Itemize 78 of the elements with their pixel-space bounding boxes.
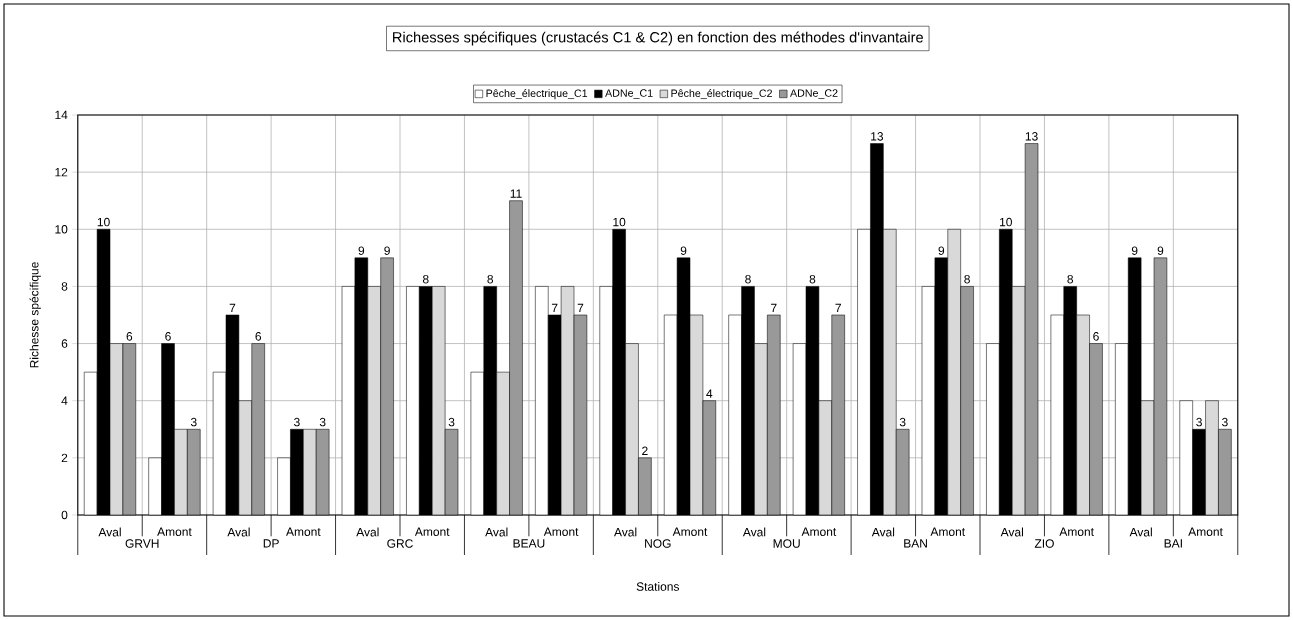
data-label: 3 bbox=[448, 417, 455, 427]
x-tick-label: Aval bbox=[485, 527, 508, 537]
data-label: 3 bbox=[899, 417, 906, 427]
data-label: 7 bbox=[229, 303, 236, 313]
data-label: 9 bbox=[1131, 246, 1138, 255]
data-label: 6 bbox=[165, 332, 171, 341]
text: BAI bbox=[1164, 539, 1182, 548]
data-label: 9 bbox=[358, 246, 365, 255]
y-axis-title: Richesse spécifique bbox=[29, 262, 41, 368]
x-tick-label: Aval bbox=[871, 527, 895, 537]
text: MOU bbox=[773, 539, 800, 548]
data-label: 10 bbox=[613, 217, 626, 227]
data-label: 10 bbox=[1000, 217, 1012, 227]
data-label: 8 bbox=[487, 274, 494, 284]
legend-label: ADNe_C2 bbox=[790, 89, 838, 99]
text: BEAU bbox=[513, 539, 545, 548]
x-tick-label: Aval bbox=[1129, 527, 1152, 537]
legend-label: ADNe_C1 bbox=[605, 89, 653, 99]
text: NOG bbox=[645, 539, 671, 548]
y-tick-label: 0 bbox=[61, 510, 68, 520]
data-label: 3 bbox=[319, 417, 326, 427]
data-label: 8 bbox=[745, 274, 751, 284]
data-label: 7 bbox=[835, 303, 841, 313]
x-tick-label: Aval bbox=[1000, 527, 1023, 537]
y-tick-label: 6 bbox=[61, 339, 68, 348]
x-tick-label: Amont bbox=[157, 527, 192, 536]
data-label: 8 bbox=[422, 274, 429, 284]
text: BAN bbox=[904, 539, 927, 548]
data-label: 7 bbox=[577, 303, 584, 313]
text: GRVH bbox=[125, 539, 159, 548]
x-tick-label: Amont bbox=[414, 527, 450, 536]
data-label: 7 bbox=[551, 303, 558, 313]
data-label: 9 bbox=[1157, 246, 1164, 255]
text: ZIO bbox=[1034, 539, 1054, 548]
x-tick-label: Amont bbox=[672, 527, 708, 536]
data-label: 3 bbox=[1222, 417, 1228, 427]
x-tick-label: Aval bbox=[227, 527, 250, 537]
data-label: 7 bbox=[771, 303, 777, 313]
data-label: 6 bbox=[126, 332, 133, 341]
x-tick-label: Amont bbox=[1059, 527, 1094, 536]
data-label: 3 bbox=[294, 417, 300, 427]
data-label: 6 bbox=[255, 332, 262, 341]
text: GRC bbox=[387, 539, 413, 548]
data-label: 13 bbox=[871, 132, 884, 141]
data-label: 4 bbox=[706, 389, 713, 398]
data-label: 9 bbox=[384, 246, 390, 255]
chart-title: Richesses spécifiques (crustacés C1 & C2) en fonction des méthodes d'invantaire bbox=[393, 31, 923, 46]
x-tick-label: Aval bbox=[98, 527, 121, 537]
data-label: 3 bbox=[1196, 417, 1202, 427]
x-tick-label: Amont bbox=[801, 527, 837, 536]
x-tick-label: Amont bbox=[543, 527, 579, 536]
x-axis-title: Stations bbox=[636, 582, 680, 591]
data-label: 8 bbox=[964, 274, 970, 284]
y-tick-label: 8 bbox=[61, 282, 68, 291]
legend-label: Pêche_électrique_C2 bbox=[671, 89, 772, 100]
y-tick-label: 12 bbox=[55, 167, 68, 177]
data-label: 6 bbox=[1093, 332, 1099, 341]
x-tick-label: Amont bbox=[286, 527, 321, 536]
legend-label: Pêche_électrique_C1 bbox=[486, 89, 588, 100]
data-label: 8 bbox=[1067, 274, 1074, 284]
y-tick-label: 2 bbox=[61, 453, 68, 463]
data-label: 2 bbox=[642, 446, 648, 455]
x-tick-label: Amont bbox=[1188, 527, 1223, 536]
data-label: 9 bbox=[938, 246, 945, 255]
y-tick-label: 10 bbox=[55, 225, 68, 234]
data-label: 10 bbox=[97, 217, 110, 227]
data-label: 9 bbox=[680, 246, 687, 255]
y-tick-label: 4 bbox=[61, 396, 68, 405]
y-tick-label: 14 bbox=[55, 110, 68, 120]
data-label: 8 bbox=[809, 274, 816, 284]
x-tick-label: Aval bbox=[614, 527, 637, 537]
x-tick-label: Aval bbox=[742, 527, 766, 537]
data-label: 11 bbox=[510, 189, 522, 198]
text: DP bbox=[263, 539, 279, 548]
x-tick-label: Amont bbox=[930, 527, 966, 536]
data-label: 3 bbox=[190, 417, 197, 427]
data-label: 13 bbox=[1025, 132, 1038, 141]
x-tick-label: Aval bbox=[356, 527, 379, 537]
